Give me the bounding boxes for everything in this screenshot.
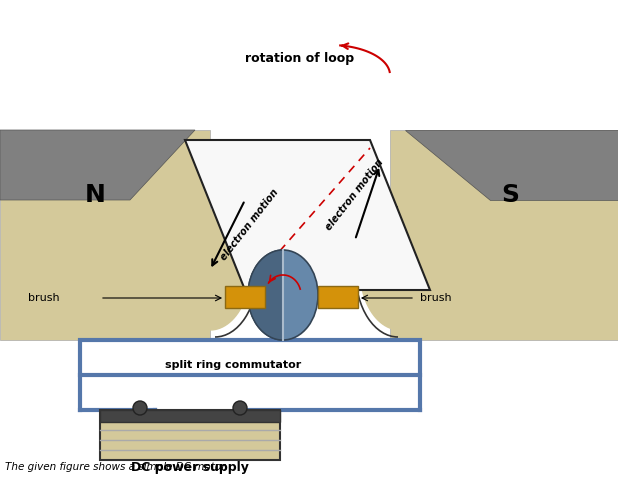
FancyBboxPatch shape [100, 410, 280, 422]
Text: DC power supply: DC power supply [131, 461, 249, 475]
Text: electron motion: electron motion [324, 157, 386, 233]
Polygon shape [210, 210, 250, 330]
Text: brush: brush [28, 293, 60, 303]
Text: electron motion: electron motion [219, 187, 281, 262]
Circle shape [133, 401, 147, 415]
Polygon shape [360, 210, 400, 330]
Polygon shape [0, 130, 195, 200]
Text: rotation of loop: rotation of loop [245, 52, 354, 65]
Polygon shape [185, 140, 430, 290]
Text: N: N [85, 183, 106, 207]
Circle shape [233, 401, 247, 415]
Text: brush: brush [420, 293, 452, 303]
Text: S: S [501, 183, 519, 207]
Ellipse shape [248, 250, 318, 340]
Polygon shape [405, 130, 618, 200]
Polygon shape [390, 130, 618, 340]
FancyBboxPatch shape [318, 286, 358, 308]
FancyBboxPatch shape [225, 286, 265, 308]
FancyBboxPatch shape [100, 410, 280, 460]
Polygon shape [248, 250, 283, 340]
Text: split ring commutator: split ring commutator [165, 360, 301, 370]
Text: The given figure shows a simple DC motor.: The given figure shows a simple DC motor… [5, 462, 228, 472]
Polygon shape [0, 130, 210, 340]
